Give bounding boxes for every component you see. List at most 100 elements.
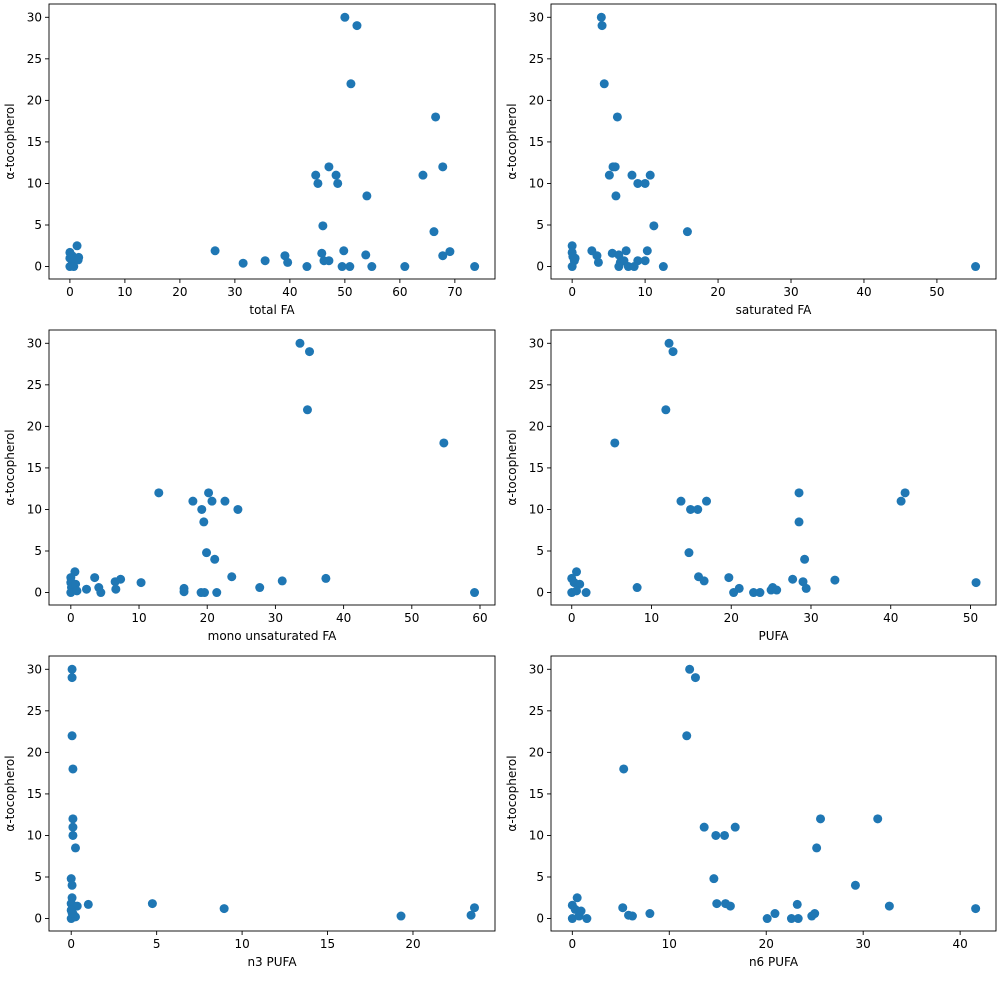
data-point bbox=[69, 262, 79, 272]
y-tick-label: 0 bbox=[34, 260, 42, 274]
y-tick-label: 30 bbox=[27, 10, 42, 24]
x-tick-label: 0 bbox=[569, 937, 577, 951]
y-tick-label: 10 bbox=[27, 828, 42, 842]
data-point bbox=[445, 247, 455, 257]
data-point bbox=[770, 909, 780, 919]
data-point bbox=[82, 584, 92, 594]
y-tick-label: 0 bbox=[536, 586, 544, 600]
data-point bbox=[682, 731, 692, 741]
x-tick-label: 20 bbox=[172, 285, 187, 299]
data-point bbox=[345, 262, 355, 272]
data-point bbox=[212, 588, 222, 598]
data-point bbox=[429, 227, 439, 237]
subplot-5: 0 5 10 15 20 0 5 10 15 20 25 30 n3 PUFA α-tocopherol bbox=[3, 655, 496, 969]
data-point bbox=[794, 488, 804, 498]
data-point bbox=[346, 79, 356, 89]
data-point bbox=[220, 496, 230, 506]
y-tick-label: 0 bbox=[34, 586, 42, 600]
data-point bbox=[83, 899, 93, 909]
data-point bbox=[570, 253, 580, 263]
data-point bbox=[110, 577, 120, 587]
data-point bbox=[640, 256, 650, 266]
data-point bbox=[614, 262, 624, 272]
data-point bbox=[971, 904, 981, 914]
y-axis-label: α-tocopherol bbox=[3, 755, 17, 831]
x-tick-label: 30 bbox=[227, 285, 242, 299]
x-tick-label: 15 bbox=[320, 937, 335, 951]
data-point bbox=[572, 893, 582, 903]
y-tick-label: 5 bbox=[536, 544, 544, 558]
data-point bbox=[610, 438, 620, 448]
data-point bbox=[611, 191, 621, 201]
x-tick-label: 10 bbox=[234, 937, 249, 951]
x-axis-label: n3 PUFA bbox=[247, 955, 297, 969]
data-point bbox=[664, 338, 674, 348]
subplot-6: 0 10 20 30 40 0 5 10 15 20 25 30 n6 PUFA α-tocopherol bbox=[505, 655, 997, 969]
data-point bbox=[210, 554, 220, 564]
data-point bbox=[66, 874, 76, 884]
data-point bbox=[305, 347, 315, 357]
y-tick-label: 25 bbox=[529, 52, 544, 66]
y-tick-label: 20 bbox=[529, 745, 544, 759]
axes-frame bbox=[48, 655, 496, 932]
data-point bbox=[971, 262, 981, 272]
y-tick-label: 25 bbox=[27, 378, 42, 392]
data-point bbox=[792, 899, 802, 909]
data-point bbox=[361, 250, 371, 260]
y-tick-label: 25 bbox=[529, 378, 544, 392]
data-point bbox=[618, 903, 628, 913]
data-point bbox=[67, 880, 77, 890]
y-tick-label: 10 bbox=[529, 176, 544, 190]
data-point bbox=[362, 191, 372, 201]
data-point bbox=[238, 258, 248, 268]
data-point bbox=[67, 731, 77, 741]
data-point bbox=[702, 496, 712, 506]
subplot-4: 0 10 20 30 40 50 0 5 10 15 20 25 30 PUFA α-tocopherol bbox=[505, 329, 997, 643]
data-point bbox=[311, 170, 321, 180]
data-point bbox=[67, 664, 77, 674]
data-point bbox=[610, 162, 620, 172]
subplot-3: 0 10 20 30 40 50 60 0 5 10 15 20 25 30 mono unsaturate… bbox=[3, 329, 496, 643]
data-point bbox=[96, 588, 106, 598]
data-point bbox=[227, 572, 237, 582]
y-tick-label: 15 bbox=[27, 135, 42, 149]
y-tick-label: 5 bbox=[34, 218, 42, 232]
data-point bbox=[324, 256, 334, 266]
data-point bbox=[755, 588, 765, 598]
data-point bbox=[810, 909, 820, 919]
data-point bbox=[72, 586, 82, 596]
data-point bbox=[469, 903, 479, 913]
y-tick-label: 30 bbox=[529, 336, 544, 350]
y-axis-label: α-tocopherol bbox=[505, 429, 519, 505]
data-point bbox=[712, 899, 722, 909]
data-point bbox=[649, 221, 659, 231]
y-axis-label: α-tocopherol bbox=[505, 103, 519, 179]
data-point bbox=[684, 548, 694, 558]
data-point bbox=[73, 255, 83, 265]
data-point bbox=[340, 12, 350, 22]
data-point bbox=[884, 901, 894, 911]
data-point bbox=[699, 576, 709, 586]
data-point bbox=[255, 583, 265, 593]
data-point bbox=[72, 241, 82, 251]
x-tick-label: 10 bbox=[117, 285, 132, 299]
x-tick-label: 50 bbox=[404, 611, 419, 625]
data-point bbox=[582, 914, 592, 924]
x-tick-label: 50 bbox=[337, 285, 352, 299]
x-tick-label: 40 bbox=[282, 285, 297, 299]
y-tick-label: 30 bbox=[529, 662, 544, 676]
y-tick-label: 10 bbox=[529, 502, 544, 516]
x-tick-label: 40 bbox=[856, 285, 871, 299]
y-tick-label: 5 bbox=[536, 870, 544, 884]
y-tick-label: 10 bbox=[27, 176, 42, 190]
y-tick-label: 0 bbox=[536, 912, 544, 926]
data-point bbox=[596, 12, 606, 22]
data-point bbox=[68, 814, 78, 824]
data-point bbox=[633, 178, 643, 188]
x-axis-label: PUFA bbox=[758, 629, 789, 643]
axes-frame bbox=[48, 329, 496, 606]
data-point bbox=[850, 880, 860, 890]
data-point bbox=[788, 574, 798, 584]
data-point bbox=[762, 914, 772, 924]
data-point bbox=[68, 909, 78, 919]
